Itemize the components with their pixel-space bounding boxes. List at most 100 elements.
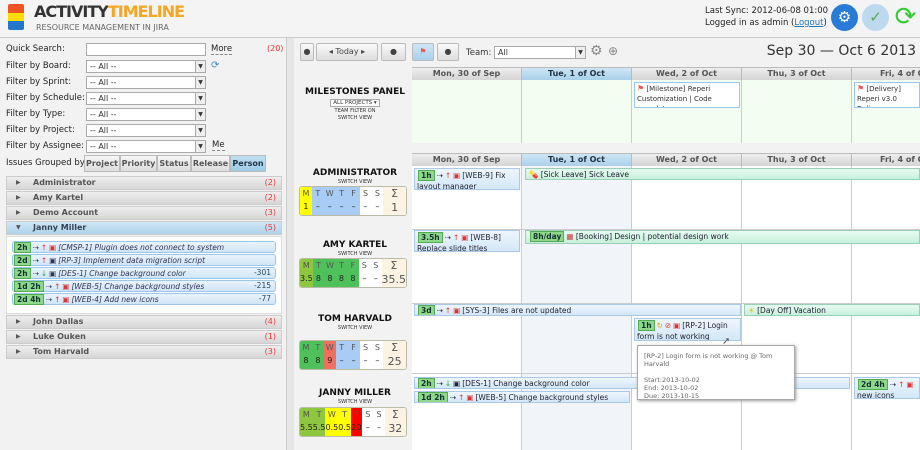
day-letter: M [302,189,310,198]
caret-right-icon: ▶ [16,209,21,216]
accordion-header[interactable]: ▶ John Dallas (4) [6,315,282,329]
total-hours: 32 [388,422,403,435]
day-letter: T [315,189,321,198]
switch-view-link[interactable]: SWITCH VIEW [337,251,373,257]
group-by-status-button[interactable]: Status [157,155,191,172]
group-by-priority-button[interactable]: Priority [120,155,157,172]
priority-down-icon: ↓ [444,379,452,388]
issue-count: (1) [264,332,276,341]
filter-select[interactable]: -- All -- ▼ [86,124,206,137]
milestones-flag-button[interactable]: ⚑ [412,43,434,61]
task-card[interactable]: 1h ⇢ ↑ ▣ [WEB-9] Fix layout manager [414,168,520,190]
absence-text: [Sick Leave] Sick Leave [540,170,629,179]
more-link[interactable]: More [211,44,233,55]
logout-link[interactable]: Logout [794,18,824,28]
booking-bar[interactable]: 8h/day ▦ [Booking] Design | potential des… [525,230,920,244]
accordion-header[interactable]: ▼ Janny Miller (5) [6,221,282,235]
day-letter: W [325,189,334,198]
milestone-item[interactable]: ⚑ [Delivery] Reperi v3.0 Delivery [854,82,920,108]
team-select[interactable]: All ▼ [494,46,586,59]
task-list-item[interactable]: 2h ⇢ ↑ ▣ [CMSP-1] Plugin does not connect to… [12,241,276,253]
day-hours: 0.5 [325,423,339,432]
milestones-title: MILESTONES PANEL [305,87,405,97]
bug-icon: ▣ [62,295,70,304]
day-column [632,80,742,143]
settings-gears-icon[interactable]: ⚙ [831,4,858,31]
day-letter: T [316,410,322,419]
filter-label: Filter by Type: [6,109,66,119]
priority-up-icon: ↑ [54,282,61,291]
task-list-item[interactable]: 2d 4h ⇢ ↑ ▣ [WEB-4] Add new icons -77 [12,293,276,305]
filter-select[interactable]: -- All -- ▼ [86,140,206,153]
estimate-badge: 8h/day [530,231,565,242]
filter-select[interactable]: -- All -- ▼ [86,108,206,121]
filter-value: -- All -- [90,126,117,135]
accordion-header[interactable]: ▶ Luke Ouken (1) [6,330,282,344]
next-week-button[interactable]: ● [381,43,406,61]
assignee-icon: ⇢ [32,243,39,252]
refresh-icon[interactable]: ⟳ [894,2,917,32]
switch-view-link[interactable]: SWITCH VIEW [337,325,373,331]
accordion-header[interactable]: ▶ Amy Kartel (2) [6,191,282,205]
person-name: ADMINISTRATOR [312,168,398,178]
estimate-badge: 1d 2h [14,281,44,292]
task-list-item[interactable]: 1d 2h ⇢ ↑ ▣ [WEB-5] Change background styles… [12,280,276,292]
switch-view-link[interactable]: SWITCH VIEW [337,179,373,185]
team-label: Team: [466,48,492,58]
switch-view-link[interactable]: SWITCH VIEW [337,399,373,405]
day-hours: 8 [303,356,309,365]
toggle-button[interactable]: ● [437,43,459,61]
day-header: Fri, 4 of Oct [852,154,920,166]
group-by-person-button[interactable]: Person [230,155,266,172]
priority-up-icon: ↑ [452,233,460,242]
task-bar[interactable]: 1d 2h ⇢ ↑ ▣ [WEB-5] Change background styles [414,391,630,403]
milestone-item[interactable]: ⚑ [Milestone] Reperi Customization | Cod… [634,82,740,108]
accordion-header[interactable]: ▶ Demo Account (3) [6,206,282,220]
clipboard-check-icon[interactable]: ✓ [862,4,889,31]
filter-select[interactable]: -- All -- ▼ [86,60,206,73]
add-circle-icon[interactable]: ⊕ [608,44,619,58]
task-card[interactable]: 3.5h ⇢ ↑ ▣ [WEB-8] Replace slide titles [414,230,520,252]
prev-week-button[interactable]: ● [300,43,314,61]
group-by-project-button[interactable]: Project [84,155,120,172]
priority-down-icon: ↓ [40,269,48,278]
task-card[interactable]: 2d 4h ⇢ ↑ ▣ new icons [854,377,920,399]
absence-bar[interactable]: ☀ [Day Off] Vacation [744,304,920,316]
day-hours: – [373,274,378,283]
task-list-item[interactable]: 2d ⇢ ↑ ▣ [RP-3] Implement data migration scr… [12,254,276,266]
switch-view-link[interactable]: SWITCH VIEW [337,115,373,121]
filter-select[interactable]: -- All -- ▼ [86,92,206,105]
task-tooltip: [RP-2] Login form is not working @ Tom H… [637,345,795,400]
projects-select[interactable]: ALL PROJECTS ▾ [330,99,380,107]
team-filter-status[interactable]: TEAM FILTER ON [334,108,376,114]
me-link[interactable]: Me [212,140,225,151]
day-letter: S [376,410,382,419]
cursor-icon: ➚ [722,336,731,347]
filter-select[interactable]: -- All -- ▼ [86,76,206,89]
person-name: Administrator [33,178,96,187]
absence-bar[interactable]: 💊 [Sick Leave] Sick Leave [525,168,920,180]
today-button[interactable]: Today [335,47,359,56]
bug-icon: ▣ [453,306,461,315]
task-card[interactable]: 1h ↻ ⊘ ▣ [RP-2] Login form is not working [634,318,741,341]
task-title: [RP-2] Login form is not working [637,321,728,341]
bug-icon: ▣ [906,380,914,389]
prev-icon[interactable]: ◂ [328,47,336,56]
projects-value: ALL PROJECTS [333,100,373,106]
refresh-filter-icon[interactable]: ⟳ [211,60,220,71]
accordion-header[interactable]: ▶ Tom Harvald (3) [6,345,282,359]
today-nav[interactable]: ◂ Today ▸ [316,43,378,61]
panel-splitter[interactable] [286,38,294,450]
day-header: Wed, 2 of Oct [632,154,742,166]
accordion-header[interactable]: ▶ Administrator (2) [6,176,282,190]
quick-search-input[interactable] [86,43,206,56]
next-icon[interactable]: ▸ [358,47,366,56]
group-by-release-button[interactable]: Release [191,155,230,172]
task-bar[interactable]: 3d ⇢ ↑ ▣ [SYS-3] Files are not updated [414,304,741,316]
day-letter: S [373,261,379,270]
day-hours: – [315,202,320,211]
filter-label: Filter by Sprint: [6,77,72,87]
gear-icon[interactable]: ⚙ [590,43,603,59]
task-list-item[interactable]: 2h ⇢ ↓ ▣ [DES-1] Change background color -301 [12,267,276,279]
milestone-text: [Milestone] Reperi Customization | Code … [637,85,712,107]
